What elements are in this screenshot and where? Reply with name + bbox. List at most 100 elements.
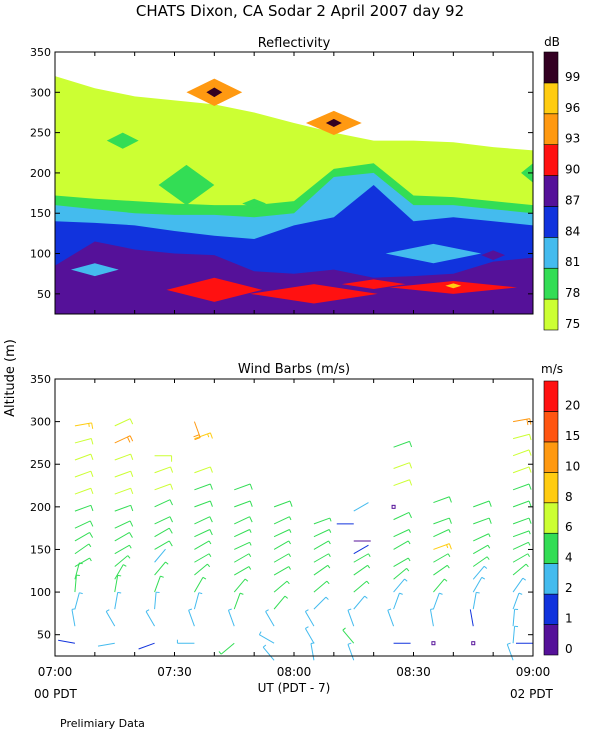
wind-barb: [393, 540, 411, 550]
wind-barb: [114, 555, 131, 567]
legend-label: 10: [565, 459, 580, 473]
reflectivity-patch-90: [341, 279, 406, 290]
wind-barb: [313, 529, 332, 538]
wind-barb: [154, 466, 174, 474]
wind-barb: [114, 504, 134, 512]
wind-barb: [512, 483, 532, 491]
wind-barb: [473, 517, 492, 525]
reflectivity-patch-81: [70, 263, 119, 277]
wind-barb: [114, 487, 134, 495]
wind-legend: 0 1 2 4 6 8 10 15 20: [543, 380, 580, 656]
wind-barb: [71, 608, 76, 627]
wind-barb: [233, 553, 252, 563]
reflectivity-patch-99: [325, 118, 342, 127]
wind-barb: [393, 511, 412, 521]
wind-barb: [74, 592, 83, 610]
reflectivity-fill-layer: [55, 76, 533, 314]
legend-swatch: [543, 532, 559, 564]
legend-label: 75: [565, 317, 580, 331]
legend-label: 2: [565, 581, 573, 595]
wind-barb-calm: [391, 504, 396, 509]
y-axis-label: Altitude (m): [3, 339, 18, 417]
legend-swatch: [543, 472, 559, 504]
x-tick-label: 07:00: [38, 665, 73, 679]
wind-barb: [512, 592, 523, 610]
reflectivity-patch-87: [481, 250, 506, 260]
wind-barb: [393, 479, 413, 487]
wind-barb: [74, 574, 80, 593]
y-tick-label: 150: [30, 207, 51, 220]
x-tick-label: 09:00: [516, 665, 551, 679]
wind-barb: [512, 625, 519, 644]
reflectivity-patch-78: [242, 198, 267, 209]
wind-barb: [194, 563, 211, 576]
wind-barb: [138, 642, 155, 650]
wind-barb: [154, 455, 173, 462]
wind-barb: [233, 592, 244, 610]
legend-swatch: [543, 237, 559, 269]
y-tick-label: 200: [30, 501, 51, 514]
wind-barb: [353, 553, 371, 563]
wind-barb: [114, 574, 122, 593]
wind-barb: [74, 504, 94, 512]
wind-barb: [114, 520, 134, 529]
reflectivity-patch-96: [445, 283, 462, 289]
wind-barb: [512, 517, 532, 525]
legend-swatch: [543, 624, 559, 656]
legend-swatch: [543, 51, 559, 84]
legend-swatch: [543, 267, 559, 300]
wind-barb: [114, 418, 134, 427]
legend-swatch: [543, 380, 559, 412]
wind-barbs-axes: 50 100 150 200 250 300 350 07:00 07:30 08:00 08:30…: [30, 373, 550, 679]
wind-barb: [194, 553, 212, 563]
x-tick-label: 08:00: [277, 665, 312, 679]
y-tick-label: 150: [30, 543, 51, 556]
reflectivity-title: Reflectivity: [258, 36, 331, 51]
reflectivity-patch-78: [106, 132, 139, 149]
wind-barb: [114, 544, 132, 555]
wind-barb: [234, 516, 253, 525]
wind-legend-title: m/s: [541, 362, 563, 376]
wind-barb: [347, 608, 355, 627]
wind-barb: [512, 608, 519, 627]
wind-barb: [353, 580, 370, 593]
wind-barb: [74, 520, 94, 529]
wind-barb: [393, 529, 411, 538]
wind-barb: [194, 432, 213, 440]
wind-barb: [512, 541, 531, 550]
wind-barb: [194, 529, 213, 538]
wind-barb: [304, 626, 315, 644]
wind-barb: [188, 608, 195, 627]
reflectivity-patch-90: [166, 277, 263, 302]
wind-barb: [433, 529, 451, 538]
wind-barb: [74, 422, 94, 429]
wind-barb: [97, 642, 115, 647]
reflectivity-patch-90: [250, 284, 378, 304]
wind-barb: [154, 575, 164, 593]
wind-barb: [114, 591, 122, 610]
wind-barb: [433, 496, 452, 504]
legend-swatch: [543, 175, 559, 207]
legend-label: 6: [565, 520, 573, 534]
legend-swatch: [543, 411, 559, 443]
legend-label: 4: [565, 551, 573, 565]
wind-barb: [154, 561, 169, 576]
legend-label: 15: [565, 429, 580, 443]
wind-barb: [353, 564, 371, 576]
wind-barb: [347, 642, 355, 661]
wind-barb: [154, 483, 174, 491]
reflectivity-band-87: [55, 241, 533, 314]
wind-barbs-panel: Wind Barbs (m/s) 5010015020025030035007:…: [30, 362, 580, 679]
wind-barb: [114, 470, 134, 478]
wind-barb: [273, 500, 293, 508]
wind-barb: [472, 556, 490, 567]
legend-swatch: [543, 563, 559, 595]
wind-barb: [265, 609, 275, 627]
wind-barb: [234, 529, 252, 538]
wind-barb: [473, 500, 492, 508]
wind-barb: [194, 483, 213, 491]
y-tick-label: 250: [30, 458, 51, 471]
end-local-label: 02 PDT: [510, 687, 554, 701]
